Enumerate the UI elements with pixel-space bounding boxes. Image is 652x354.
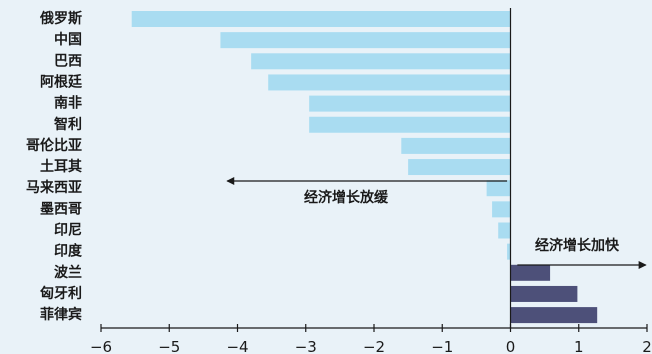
- bar-7: [408, 159, 511, 176]
- bar-2: [251, 53, 511, 70]
- bar-8: [486, 180, 511, 197]
- bar-4: [309, 95, 511, 112]
- bar-13: [510, 285, 578, 302]
- bar-12: [510, 264, 551, 281]
- x-tick-label: −4: [226, 338, 248, 354]
- category-label: 匈牙利: [40, 285, 82, 302]
- category-label: 阿根廷: [40, 73, 83, 90]
- category-label: 印度: [54, 243, 83, 260]
- category-label: 波兰: [54, 264, 82, 281]
- acceleration-label: 经济增长加快: [535, 237, 620, 254]
- x-tick-label: −3: [295, 338, 317, 354]
- bar-5: [309, 116, 511, 133]
- category-label: 哥伦比亚: [26, 137, 82, 154]
- bar-14: [510, 307, 598, 324]
- category-label: 俄罗斯: [39, 10, 82, 27]
- bar-10: [498, 222, 511, 239]
- category-label: 墨西哥: [40, 201, 82, 217]
- x-tick-label: 1: [574, 338, 584, 354]
- category-label: 巴西: [54, 53, 82, 69]
- category-label: 中国: [54, 31, 82, 48]
- category-label: 菲律宾: [40, 306, 82, 323]
- category-label: 南非: [54, 95, 82, 112]
- bar-1: [220, 32, 511, 49]
- category-label: 土耳其: [40, 158, 82, 175]
- x-tick-label: −6: [90, 338, 112, 354]
- category-label: 智利: [53, 116, 82, 133]
- x-tick-label: −2: [363, 338, 385, 354]
- category-label: 印尼: [54, 222, 82, 239]
- bar-0: [131, 11, 511, 27]
- x-tick-label: −5: [158, 338, 180, 354]
- bar-11: [507, 243, 511, 260]
- x-tick-label: 2: [642, 338, 652, 354]
- bar-9: [492, 201, 511, 218]
- bar-3: [268, 74, 511, 91]
- x-tick-label: 0: [506, 338, 516, 354]
- bar-6: [401, 137, 511, 154]
- category-label: 马来西亚: [26, 180, 82, 196]
- slowdown-label: 经济增长放缓: [304, 189, 389, 206]
- x-tick-label: −1: [431, 338, 453, 354]
- x-axis: −6 −5 −4 −3 −2 −1 0 1 2: [90, 324, 652, 354]
